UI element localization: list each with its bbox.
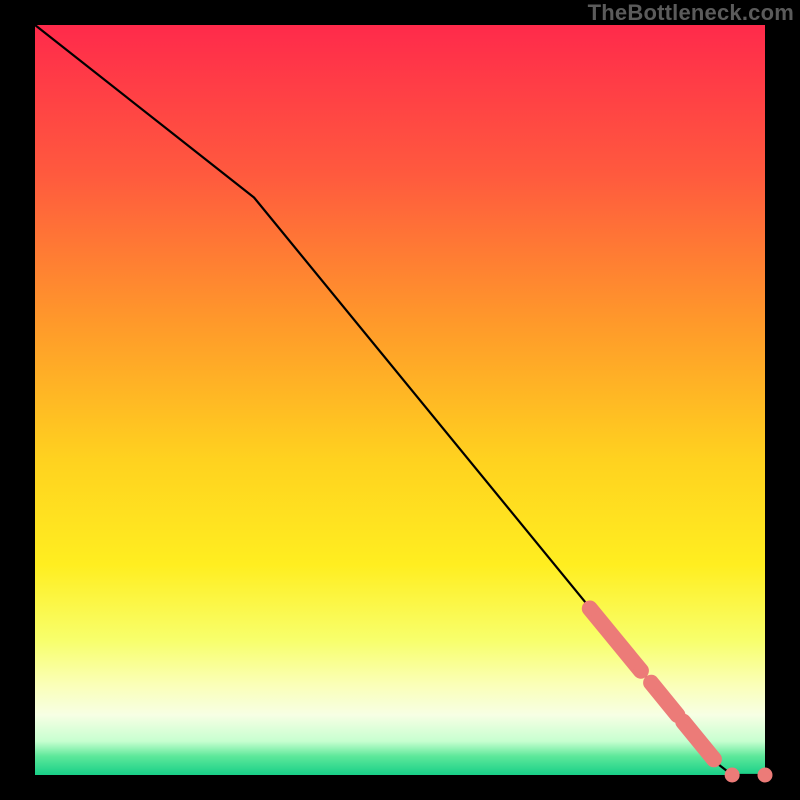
data-marker-2 (644, 675, 659, 690)
data-marker-6 (725, 768, 740, 783)
chart-root: TheBottleneck.com (0, 0, 800, 800)
data-marker-0 (582, 601, 597, 616)
data-marker-4 (676, 714, 691, 729)
plot-background (35, 25, 765, 775)
data-marker-5 (706, 752, 721, 767)
data-marker-7 (758, 768, 773, 783)
data-marker-1 (633, 663, 648, 678)
watermark-text: TheBottleneck.com (588, 0, 794, 26)
chart-svg (0, 0, 800, 800)
